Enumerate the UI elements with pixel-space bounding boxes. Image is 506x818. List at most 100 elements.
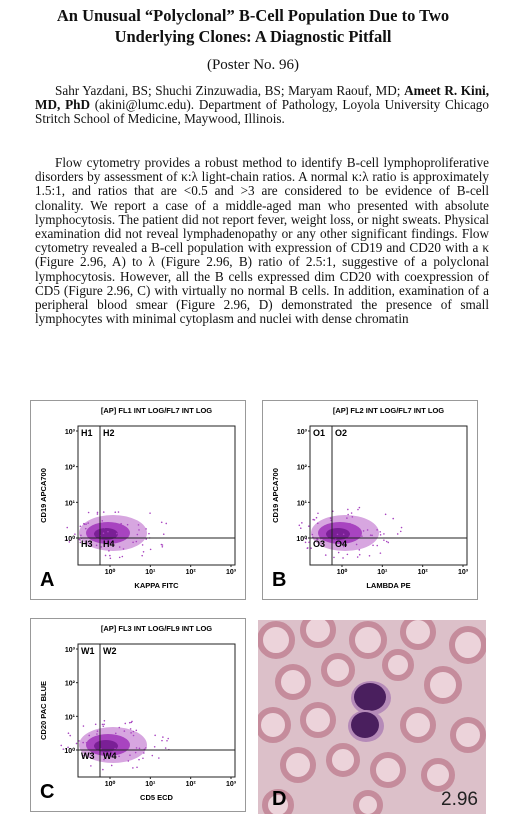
y-axis-label: CD20 PAC BLUE — [39, 681, 48, 740]
y-tick-label: 10⁰ — [296, 535, 307, 543]
event-dot — [143, 752, 145, 754]
panel-d: D 2.96 — [258, 620, 486, 814]
event-dot — [315, 516, 318, 519]
event-dot — [324, 554, 327, 556]
event-dot — [67, 746, 69, 749]
quadrant-label: W1 — [81, 646, 95, 656]
event-dot — [361, 535, 363, 537]
event-dot — [352, 527, 354, 529]
event-dot — [135, 747, 138, 749]
event-dot — [102, 511, 105, 513]
event-dot — [84, 527, 87, 530]
event-dot — [371, 534, 373, 537]
event-dot — [307, 525, 310, 527]
event-dot — [154, 734, 156, 737]
event-dot — [164, 747, 167, 749]
figure-number: 2.96 — [441, 789, 478, 810]
event-dot — [103, 719, 106, 722]
event-dot — [316, 522, 319, 525]
panel-letter: D — [272, 788, 286, 810]
quadrant-label: O4 — [335, 539, 347, 549]
y-tick-label: 10³ — [65, 647, 76, 654]
event-dot — [60, 744, 63, 747]
event-dot — [110, 755, 112, 757]
x-tick-label: 10⁰ — [105, 780, 116, 788]
event-dot — [69, 734, 72, 737]
event-dot — [305, 538, 308, 540]
event-dot — [136, 533, 139, 536]
event-dot — [75, 742, 78, 745]
event-dot — [102, 725, 105, 728]
event-dot — [65, 538, 68, 541]
event-dot — [127, 760, 130, 762]
event-dot — [88, 532, 91, 534]
event-dot — [337, 551, 340, 554]
event-dot — [160, 521, 163, 524]
event-dot — [376, 544, 379, 547]
event-dot — [103, 723, 105, 726]
authors: Sahr Yazdani, BS; Shuchi Zinzuwadia, BS;… — [35, 83, 489, 127]
quadrant-label: O2 — [335, 428, 347, 438]
event-dot — [306, 547, 309, 550]
event-dot — [82, 725, 85, 727]
event-dot — [349, 522, 351, 525]
event-dot — [114, 511, 117, 513]
event-dot — [310, 547, 312, 549]
event-dot — [90, 765, 92, 767]
event-dot — [79, 541, 82, 544]
event-dot — [101, 520, 104, 522]
event-dot — [149, 512, 151, 514]
event-dot — [128, 721, 131, 724]
plot-box — [309, 425, 468, 566]
event-dot — [66, 526, 69, 529]
event-dot — [141, 554, 143, 557]
event-dot — [379, 534, 382, 536]
x-tick-label: 10¹ — [377, 569, 388, 576]
panel-frame — [30, 618, 246, 812]
event-dot — [104, 554, 107, 557]
event-dot — [132, 730, 135, 733]
event-dot — [149, 548, 152, 551]
event-dot — [74, 533, 76, 535]
event-dot — [115, 738, 117, 741]
event-dot — [132, 734, 135, 737]
event-dot — [83, 522, 85, 525]
event-dot — [366, 529, 369, 531]
event-dot — [79, 539, 81, 541]
authors-names: Sahr Yazdani, BS; Shuchi Zinzuwadia, BS;… — [55, 83, 401, 98]
x-tick-label: 10⁰ — [337, 568, 348, 576]
event-dot — [107, 734, 110, 737]
y-axis-label: CD19 APCA700 — [271, 468, 280, 523]
event-dot — [369, 534, 372, 536]
event-dot — [145, 538, 147, 540]
event-dot — [327, 527, 330, 530]
x-axis-label: CD5 ECD — [140, 793, 174, 802]
event-dot — [118, 755, 120, 758]
panel-b: [AP] FL2 INT LOG/FL7 INT LOG O1 O2 O3 O4 10³ 1… — [262, 400, 478, 600]
event-dot — [304, 541, 307, 544]
event-dot — [351, 516, 354, 518]
x-tick-label: 10¹ — [145, 569, 156, 576]
y-tick-label: 10¹ — [65, 714, 76, 721]
event-dot — [316, 538, 319, 541]
event-dot — [122, 548, 125, 550]
panel-letter: A — [40, 569, 54, 591]
event-dot — [123, 746, 125, 749]
y-tick-label: 10⁰ — [64, 747, 75, 755]
event-dot — [107, 530, 109, 533]
event-dot — [134, 751, 137, 754]
event-dot — [399, 530, 402, 533]
event-dot — [132, 767, 134, 769]
panel-header: [AP] FL2 INT LOG/FL7 INT LOG — [333, 406, 444, 415]
event-dot — [355, 543, 358, 546]
event-dot — [87, 511, 90, 514]
event-dot — [108, 550, 110, 552]
event-dot — [109, 554, 111, 557]
panel-letter: B — [272, 569, 286, 591]
panel-header: [AP] FL1 INT LOG/FL7 INT LOG — [101, 406, 212, 415]
event-dot — [116, 532, 118, 535]
event-dot — [167, 737, 170, 740]
event-dot — [85, 523, 87, 525]
quadrant-label: O1 — [313, 428, 325, 438]
